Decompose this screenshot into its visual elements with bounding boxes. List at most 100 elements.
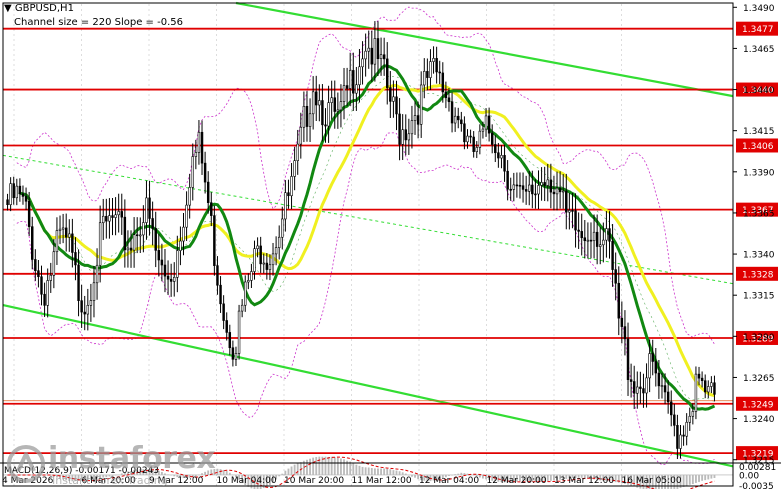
macd-bar: [444, 474, 447, 478]
dropdown-triangle-icon[interactable]: ▼: [4, 3, 15, 14]
candle-body: [484, 115, 488, 130]
candle-body: [636, 386, 639, 394]
channel-lower-line: [2, 303, 734, 468]
candle-body: [6, 199, 9, 206]
price-axis: 1.34901.34651.34401.34151.33901.33651.33…: [733, 4, 775, 466]
candle-body: [515, 184, 519, 187]
candle-body: [111, 215, 114, 218]
price-tick-label: 1.3340: [743, 251, 775, 261]
candle-body: [438, 71, 441, 74]
macd-bar: [695, 474, 697, 483]
macd-bar: [333, 457, 336, 475]
price-tick-label: 1.3465: [743, 45, 775, 55]
candle-body: [256, 245, 259, 250]
candle-body: [466, 135, 469, 143]
macd-bar: [272, 474, 274, 483]
macd-bar: [448, 474, 450, 476]
macd-bar: [704, 474, 707, 481]
macd-bar: [645, 474, 648, 489]
macd-bar: [642, 474, 645, 489]
candle-body: [213, 215, 216, 266]
x-tick-label: 6 Mar 20:00: [82, 476, 137, 486]
candle-body: [450, 101, 454, 124]
candle-body: [105, 215, 108, 222]
macd-bar: [145, 469, 148, 475]
candle-body: [31, 226, 34, 260]
candle-body: [629, 379, 633, 382]
macd-bar: [231, 474, 234, 476]
candle-body: [697, 373, 701, 379]
candle-body: [265, 262, 269, 270]
macd-bar: [497, 474, 500, 482]
candle-body: [395, 96, 398, 115]
candle-body: [512, 184, 516, 190]
macd-bar: [571, 474, 574, 479]
candle-body: [321, 100, 324, 126]
candle-body: [262, 262, 265, 265]
macd-bar: [488, 474, 491, 480]
macd-bar: [491, 474, 494, 481]
macd-bar: [534, 474, 537, 482]
candle-body: [608, 228, 611, 242]
candle-body: [160, 259, 164, 266]
candle-body: [432, 58, 435, 62]
macd-bar: [182, 474, 185, 478]
macd-bar: [293, 464, 296, 475]
candle-body: [565, 190, 568, 213]
candle-body: [24, 196, 28, 202]
bollinger-middle: [16, 76, 715, 403]
candle-body: [700, 377, 704, 381]
x-tick-label: 10 Mar 04:00: [217, 476, 277, 486]
macd-bar: [256, 474, 259, 489]
macd-bar: [531, 474, 534, 482]
candle-body: [333, 97, 336, 112]
macd-bar: [463, 473, 466, 475]
candle-body: [413, 115, 417, 121]
macd-bar: [701, 474, 704, 481]
macd-bar: [611, 474, 614, 482]
macd-bar: [475, 474, 478, 477]
macd-bar: [105, 474, 108, 478]
candle-body: [185, 204, 188, 228]
candle-body: [386, 58, 389, 88]
candle-body: [345, 85, 349, 89]
macd-bar: [506, 474, 509, 483]
candle-body: [179, 240, 182, 251]
channel-info: Channel size = 220 Slope = -0.56: [14, 17, 183, 28]
candle-body: [447, 97, 451, 103]
macd-bar: [636, 474, 639, 488]
macd-bar: [40, 474, 43, 476]
macd-bar: [238, 474, 240, 480]
macd-bar: [52, 474, 55, 477]
macd-bar: [210, 469, 213, 475]
macd-bar: [102, 474, 105, 478]
macd-bar: [454, 474, 457, 475]
macd-bar: [74, 474, 77, 482]
macd-bar: [49, 474, 52, 476]
macd-bar: [299, 462, 302, 475]
macd-bar: [485, 474, 487, 480]
candle-body: [663, 385, 667, 393]
macd-bar: [198, 474, 200, 476]
macd-bar: [352, 462, 355, 475]
macd-bar: [673, 474, 676, 489]
x-tick-label: 10 Mar 20:00: [284, 476, 344, 486]
candle-body: [521, 185, 525, 190]
macd-bar: [296, 463, 299, 475]
candle-body: [37, 270, 40, 278]
candle-body: [599, 244, 602, 247]
candle-body: [311, 91, 315, 115]
candle-body: [21, 193, 25, 197]
candle-body: [376, 38, 380, 59]
macd-bar: [321, 456, 324, 475]
macd-bar: [392, 470, 395, 475]
candle-body: [216, 265, 219, 286]
macd-bar: [556, 474, 558, 480]
macd-bar: [244, 474, 247, 486]
candle-body: [108, 215, 111, 222]
candle-body: [139, 234, 142, 237]
macd-bar: [682, 474, 685, 488]
candle-body: [355, 84, 358, 94]
macd-bar: [509, 474, 512, 483]
candle-body: [494, 144, 497, 154]
